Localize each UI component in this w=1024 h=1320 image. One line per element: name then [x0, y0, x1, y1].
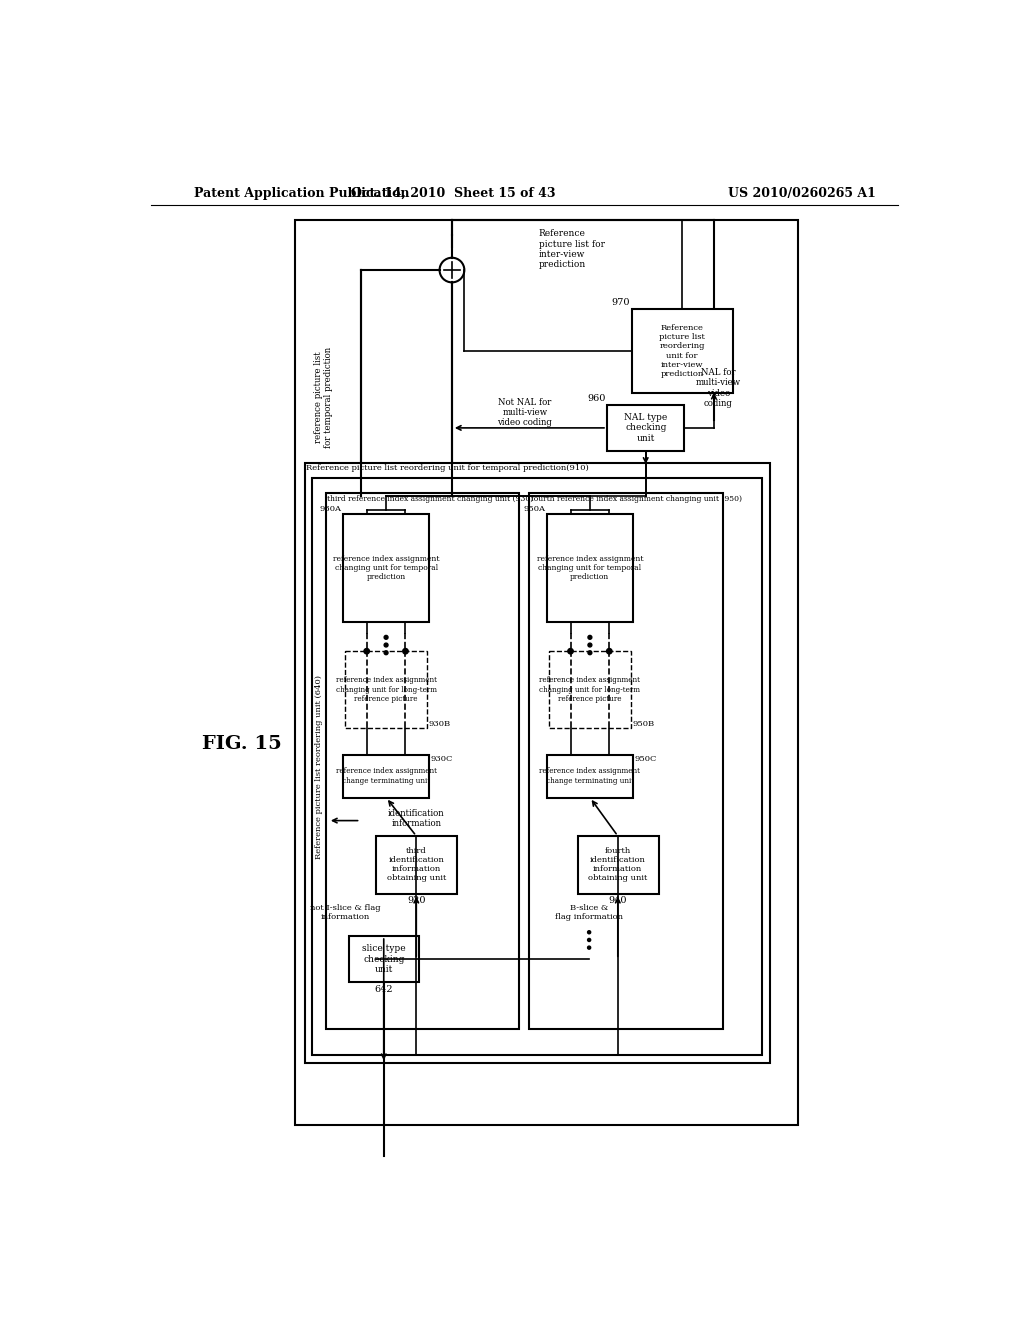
- Text: fourth
identification
information
obtaining unit: fourth identification information obtain…: [588, 846, 647, 882]
- Text: third reference index assignment changing unit (930): third reference index assignment changin…: [328, 495, 534, 503]
- Text: reference index assignment
change terminating unit: reference index assignment change termin…: [336, 767, 436, 784]
- Bar: [312, 478, 762, 1056]
- Bar: [547, 515, 633, 622]
- Text: Oct. 14, 2010  Sheet 15 of 43: Oct. 14, 2010 Sheet 15 of 43: [351, 186, 556, 199]
- Text: NAL type
checking
unit: NAL type checking unit: [624, 413, 668, 442]
- Bar: [305, 462, 770, 1063]
- Text: reference picture list
for temporal prediction: reference picture list for temporal pred…: [313, 347, 333, 447]
- Text: Patent Application Publication: Patent Application Publication: [194, 186, 410, 199]
- Text: US 2010/0260265 A1: US 2010/0260265 A1: [728, 186, 877, 199]
- Circle shape: [588, 651, 592, 655]
- Text: identification
information: identification information: [388, 809, 444, 829]
- Text: 920: 920: [408, 896, 426, 906]
- Bar: [349, 936, 419, 982]
- Text: 930B: 930B: [429, 721, 451, 729]
- Text: Not NAL for
multi-view
video coding: Not NAL for multi-view video coding: [498, 397, 552, 428]
- Bar: [343, 515, 429, 622]
- Circle shape: [588, 643, 592, 647]
- Text: reference index assignment
changing unit for temporal
prediction: reference index assignment changing unit…: [537, 554, 643, 581]
- Text: reference index assignment
changing unit for long-term
reference picture: reference index assignment changing unit…: [336, 676, 436, 704]
- Bar: [376, 836, 458, 894]
- Text: 970: 970: [611, 298, 630, 308]
- Text: NAL for
multi-view
video
coding: NAL for multi-view video coding: [696, 368, 741, 408]
- Text: 940: 940: [608, 896, 627, 906]
- Bar: [632, 309, 732, 393]
- Bar: [547, 755, 633, 797]
- Circle shape: [364, 648, 370, 653]
- Circle shape: [588, 939, 591, 941]
- Text: fourth reference index assignment changing unit (950): fourth reference index assignment changi…: [531, 495, 742, 503]
- Circle shape: [588, 946, 591, 949]
- Text: 950C: 950C: [634, 755, 656, 763]
- Text: 950A: 950A: [523, 504, 546, 512]
- Text: reference index assignment
changing unit for long-term
reference picture: reference index assignment changing unit…: [540, 676, 640, 704]
- Bar: [343, 755, 429, 797]
- Text: third
identification
information
obtaining unit: third identification information obtaini…: [387, 846, 446, 882]
- Text: Reference
picture list for
inter-view
prediction: Reference picture list for inter-view pr…: [539, 230, 605, 269]
- Text: 642: 642: [375, 985, 393, 994]
- Circle shape: [384, 651, 388, 655]
- Text: 960: 960: [587, 395, 605, 404]
- Bar: [295, 220, 799, 1125]
- Bar: [549, 651, 631, 729]
- Text: reference index assignment
change terminating unit: reference index assignment change termin…: [540, 767, 640, 784]
- Circle shape: [402, 648, 409, 653]
- Circle shape: [606, 648, 612, 653]
- Bar: [607, 405, 684, 451]
- Bar: [345, 651, 427, 729]
- Circle shape: [384, 643, 388, 647]
- Circle shape: [384, 635, 388, 639]
- Text: Reference
picture list
reordering
unit for
inter-view
prediction: Reference picture list reordering unit f…: [659, 323, 706, 378]
- Circle shape: [568, 648, 573, 653]
- Text: Reference picture list reordering unit (640): Reference picture list reordering unit (…: [314, 675, 323, 859]
- Text: B-slice &
flag information: B-slice & flag information: [555, 903, 624, 921]
- Text: Reference picture list reordering unit for temporal prediction(910): Reference picture list reordering unit f…: [306, 465, 589, 473]
- Bar: [326, 494, 519, 1028]
- Text: FIG. 15: FIG. 15: [202, 735, 282, 752]
- Bar: [529, 494, 723, 1028]
- Bar: [578, 836, 658, 894]
- Text: 930C: 930C: [430, 755, 453, 763]
- Text: 950B: 950B: [633, 721, 654, 729]
- Text: not I-slice & flag
information: not I-slice & flag information: [309, 903, 380, 921]
- Text: slice type
checking
unit: slice type checking unit: [361, 944, 406, 974]
- Text: reference index assignment
changing unit for temporal
prediction: reference index assignment changing unit…: [333, 554, 439, 581]
- Circle shape: [588, 931, 591, 933]
- Text: 930A: 930A: [319, 504, 342, 512]
- Circle shape: [588, 635, 592, 639]
